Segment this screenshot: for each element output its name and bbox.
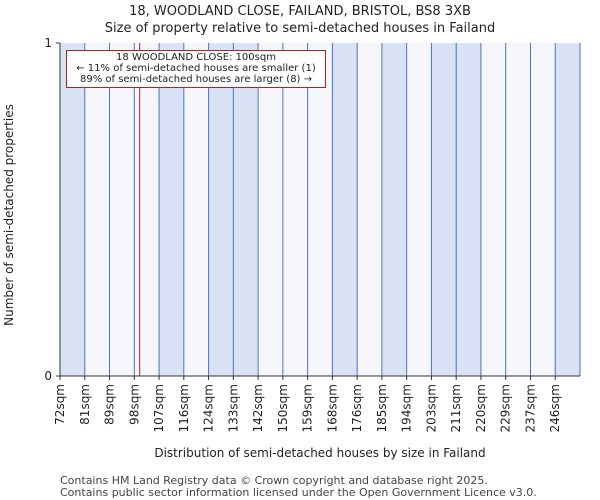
y-tick-label: 0 [44,369,52,383]
bar-168sqm [332,43,358,376]
bar-185sqm [381,43,407,376]
annotation-line-2: ← 11% of semi-detached houses are smalle… [76,63,316,74]
x-tick-label: 246sqm [548,384,562,432]
bar-107sqm [159,43,184,376]
x-tick-label: 89sqm [103,384,117,425]
bar-211sqm [456,43,481,376]
x-tick-label: 203sqm [424,384,438,432]
x-tick-label: 150sqm [276,384,290,432]
annotation-line-1: 18 WOODLAND CLOSE: 100sqm [116,52,276,63]
x-tick-label: 237sqm [523,384,537,432]
x-tick-label: 116sqm [177,384,191,432]
footer-line-2: Contains public sector information licen… [60,486,537,499]
bar-124sqm [208,43,234,376]
x-tick-label: 72sqm [53,384,67,425]
x-tick-label: 107sqm [152,384,166,432]
x-tick-label: 124sqm [202,384,216,432]
x-tick-label: 98sqm [127,384,141,425]
x-tick-label: 194sqm [400,384,414,432]
x-axis-label: Distribution of semi-detached houses by … [154,446,485,460]
bar-133sqm [233,43,259,376]
x-tick-label: 81sqm [78,384,92,425]
footer-line-1: Contains HM Land Registry data © Crown c… [60,474,488,487]
bar-203sqm [431,43,457,376]
y-tick-label: 1 [44,36,52,50]
plot-area [60,43,580,376]
bar-72sqm [60,43,85,376]
annotation-line-3: 89% of semi-detached houses are larger (… [79,74,313,85]
annotation-box: 18 WOODLAND CLOSE: 100sqm ← 11% of semi-… [66,50,326,88]
chart-title: 18, WOODLAND CLOSE, FAILAND, BRISTOL, BS… [129,4,471,19]
x-tick-label: 229sqm [499,384,513,432]
x-tick-label: 142sqm [251,384,265,432]
x-tick-label: 133sqm [226,384,240,432]
x-tick-label: 211sqm [449,384,463,432]
y-axis-label: Number of semi-detached properties [2,104,16,326]
x-tick-label: 220sqm [474,384,488,432]
x-tick-label: 168sqm [325,384,339,432]
x-tick-label: 159sqm [301,384,315,432]
chart-subtitle: Size of property relative to semi-detach… [104,21,496,36]
bar-246sqm [555,43,580,376]
x-tick-label: 185sqm [375,384,389,432]
x-tick-label: 176sqm [350,384,364,432]
